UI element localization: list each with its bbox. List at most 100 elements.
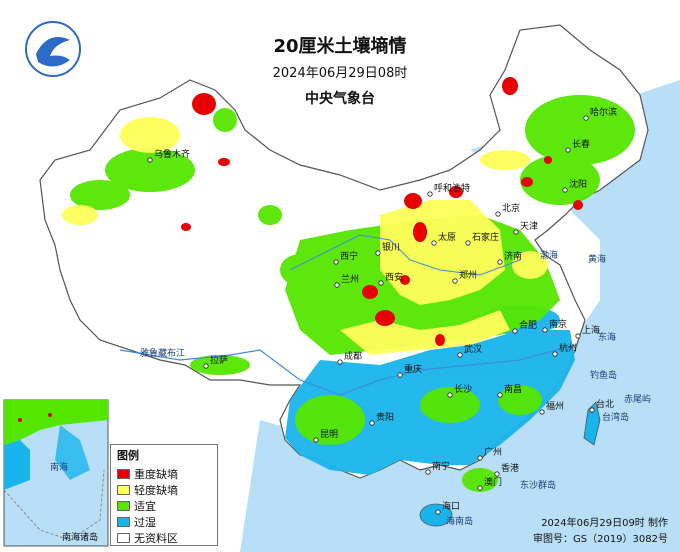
city-dot: [431, 240, 437, 246]
city-dot: [465, 240, 471, 246]
city-dot: [435, 509, 441, 515]
city-label: 武汉: [464, 343, 482, 355]
city-dot: [497, 259, 503, 265]
legend-item-wet: 过湿: [117, 515, 156, 529]
geo-label: 雅鲁藏布江: [140, 347, 185, 359]
city-dot: [512, 328, 518, 334]
legend-swatch-severe: [117, 468, 130, 479]
city-label: 福州: [546, 400, 564, 412]
legend-item-light: 轻度缺墒: [117, 483, 178, 497]
city-label: 海口: [442, 500, 460, 512]
city-dot: [337, 359, 343, 365]
city-label: 乌鲁木齐: [154, 148, 190, 160]
city-label: 南昌: [504, 383, 522, 395]
legend-swatch-light: [117, 484, 130, 495]
city-dot: [477, 485, 483, 491]
city-dot: [425, 469, 431, 475]
city-dot: [542, 327, 548, 333]
legend-swatch-wet: [117, 516, 130, 527]
city-dot: [397, 372, 403, 378]
city-label: 天津: [520, 221, 538, 232]
city-label: 兰州: [341, 273, 359, 285]
legend-item-nodata: 无资料区: [117, 531, 178, 545]
city-label: 济南: [504, 250, 522, 262]
geo-label: 赤尾屿: [624, 394, 651, 405]
river-line: [119, 344, 576, 396]
city-dot: [427, 191, 433, 197]
city-dot: [375, 250, 381, 256]
hainan-island: [419, 503, 453, 527]
severe-deficit-region: [181, 77, 583, 346]
taiwan-island: [583, 401, 601, 446]
city-label: 长沙: [454, 383, 472, 395]
geo-label: 南海: [50, 461, 68, 473]
river-line: [289, 234, 521, 276]
city-label: 昆明: [320, 429, 338, 440]
city-label: 银川: [382, 241, 400, 253]
city-dot: [147, 157, 153, 163]
city-dot: [452, 278, 458, 284]
city-label: 西宁: [340, 250, 358, 262]
footer-approval: 审图号：GS（2019）3082号: [533, 534, 668, 545]
geo-label: 黄海: [588, 253, 606, 265]
city-label: 台北: [596, 398, 614, 410]
city-dot: [378, 280, 384, 286]
city-label: 杭州: [559, 342, 577, 354]
city-dot: [562, 187, 568, 193]
city-label: 南京: [549, 318, 567, 330]
city-dot: [583, 115, 589, 121]
footer-made: 2024年06月29日09时 制作: [541, 518, 668, 529]
geo-label: 海南岛: [446, 515, 473, 527]
city-dot: [477, 455, 483, 461]
city-label: 沈阳: [569, 178, 587, 190]
city-dot: [565, 147, 571, 153]
inset-label: 南海诸岛: [62, 531, 98, 543]
city-dot: [539, 409, 545, 415]
cma-logo: [25, 21, 81, 77]
geo-label: 东沙群岛: [520, 479, 556, 491]
legend-label-light: 轻度缺墒: [134, 483, 178, 497]
city-label: 广州: [484, 446, 502, 458]
map-legend: 图例 重度缺墒 轻度缺墒 适宜 过湿 无资料区: [110, 444, 218, 546]
legend-label-severe: 重度缺墒: [134, 467, 178, 481]
south-china-sea-inset: [3, 399, 109, 547]
city-dot: [552, 351, 558, 357]
city-dot: [447, 392, 453, 398]
city-label: 成都: [344, 350, 362, 362]
city-label: 北京: [502, 202, 520, 214]
city-label: 呼和浩特: [434, 182, 470, 194]
legend-item-severe: 重度缺墒: [117, 467, 178, 481]
city-dot: [513, 229, 519, 235]
city-dot: [333, 259, 339, 265]
city-label: 澳门: [484, 476, 502, 488]
city-label: 石家庄: [472, 231, 499, 243]
city-label: 南宁: [432, 460, 450, 472]
city-label: 长春: [572, 138, 590, 150]
legend-label-nodata: 无资料区: [134, 531, 178, 545]
city-dot: [497, 392, 503, 398]
city-label: 拉萨: [210, 354, 228, 366]
legend-title: 图例: [117, 449, 139, 462]
geo-label: 渤海: [540, 249, 558, 261]
city-dot: [203, 363, 209, 369]
city-label: 香港: [501, 462, 519, 474]
city-label: 哈尔滨: [590, 106, 617, 118]
city-label: 太原: [438, 231, 456, 243]
city-dot: [495, 211, 501, 217]
city-label: 上海: [582, 324, 600, 336]
city-label: 贵阳: [376, 411, 394, 423]
legend-item-suitable: 适宜: [117, 499, 156, 513]
city-label: 合肥: [519, 319, 537, 331]
geo-label: 钓鱼岛: [590, 369, 617, 381]
city-dot: [575, 333, 581, 339]
city-dot: [494, 471, 500, 477]
city-label: 西安: [385, 271, 403, 283]
legend-swatch-suitable: [117, 500, 130, 511]
geo-label: 东海: [598, 331, 616, 343]
legend-swatch-nodata: [117, 532, 130, 543]
city-dot: [457, 352, 463, 358]
city-dot: [334, 282, 340, 288]
legend-label-suitable: 适宜: [134, 499, 156, 513]
